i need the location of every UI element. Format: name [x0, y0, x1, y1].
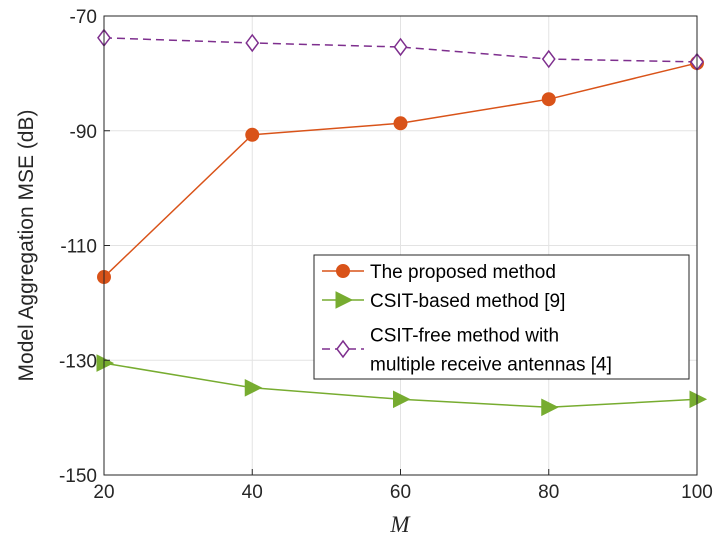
series-2-point [541, 398, 559, 417]
x-tick-label: 80 [538, 482, 559, 503]
legend-marker-3 [336, 339, 350, 359]
series-2-point [689, 390, 708, 409]
x-tick-label: 60 [390, 482, 411, 503]
legend-label-2: CSIT-based method [9] [370, 291, 565, 312]
legend: The proposed method CSIT-based method [9]… [313, 254, 690, 380]
ticks: 20 40 60 80 100 -70 -90 -110 -130 -150 [59, 7, 713, 503]
x-axis-label: M [389, 512, 411, 537]
series-2-point [393, 390, 411, 409]
legend-label-1: The proposed method [370, 262, 556, 283]
series-1-point [541, 92, 556, 107]
series-3-point [393, 37, 408, 57]
x-tick-label: 100 [681, 482, 713, 503]
series-3-point [541, 49, 556, 69]
y-tick-label: -110 [60, 237, 97, 258]
legend-entry-3: CSIT-free method with multiple receive an… [322, 326, 612, 376]
legend-entry-2: CSIT-based method [9] [322, 291, 565, 312]
legend-box [313, 254, 690, 380]
y-tick-label: -130 [59, 351, 97, 372]
legend-marker-2 [335, 291, 354, 309]
y-axis-label: Model Aggregation MSE (dB) [15, 110, 38, 382]
legend-label-3: CSIT-free method with [370, 326, 559, 347]
series-layer [96, 28, 708, 417]
x-tick-label: 40 [242, 482, 263, 503]
series-2 [96, 354, 708, 417]
legend-entry-1: The proposed method [322, 262, 556, 283]
legend-label-3: multiple receive antennas [4] [370, 355, 612, 376]
y-tick-label: -150 [59, 466, 97, 487]
series-2-point [244, 378, 263, 397]
y-tick-label: -70 [70, 7, 97, 28]
series-3-line [103, 37, 698, 63]
series-2-point [96, 354, 115, 372]
series-1-point [393, 116, 408, 131]
legend-marker-1 [336, 264, 350, 278]
series-3-point [245, 33, 260, 53]
y-tick-label: -90 [70, 122, 97, 143]
x-tick-label: 20 [93, 482, 114, 503]
series-1-point [245, 127, 260, 142]
